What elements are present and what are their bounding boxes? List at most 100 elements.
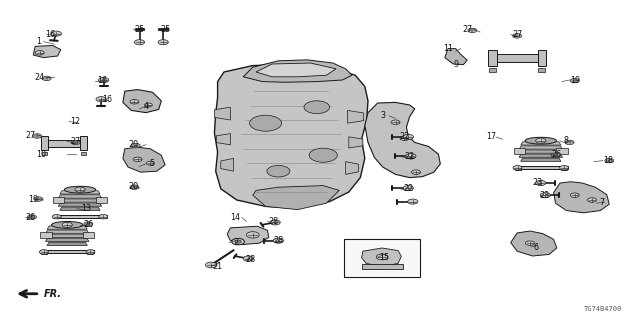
Polygon shape	[60, 207, 100, 210]
Text: 3: 3	[380, 111, 385, 120]
Circle shape	[99, 77, 109, 83]
Polygon shape	[88, 250, 93, 254]
Circle shape	[96, 97, 106, 102]
Circle shape	[468, 28, 477, 33]
Polygon shape	[40, 232, 51, 238]
Text: 22: 22	[404, 152, 415, 161]
Circle shape	[525, 241, 534, 245]
Text: 27: 27	[512, 30, 522, 39]
Polygon shape	[96, 197, 107, 203]
Circle shape	[406, 155, 415, 159]
Polygon shape	[45, 230, 89, 233]
Polygon shape	[83, 232, 94, 238]
Polygon shape	[362, 248, 401, 267]
Circle shape	[147, 161, 154, 165]
Polygon shape	[33, 45, 61, 58]
Polygon shape	[362, 264, 403, 269]
Text: 23: 23	[539, 191, 549, 200]
Circle shape	[551, 153, 560, 157]
Text: 20: 20	[128, 182, 138, 191]
Text: 1: 1	[36, 37, 41, 46]
Text: 26: 26	[26, 213, 36, 222]
Polygon shape	[365, 102, 440, 178]
Text: 19: 19	[570, 76, 580, 84]
Text: 2: 2	[233, 238, 238, 247]
Bar	[344, 239, 420, 277]
Circle shape	[536, 180, 546, 186]
Circle shape	[130, 185, 139, 189]
Text: 26: 26	[552, 150, 562, 159]
Polygon shape	[519, 154, 563, 157]
Polygon shape	[538, 68, 545, 72]
Circle shape	[250, 115, 282, 131]
Circle shape	[51, 31, 61, 36]
Circle shape	[267, 165, 290, 177]
Circle shape	[130, 100, 139, 104]
Polygon shape	[511, 231, 557, 256]
Polygon shape	[514, 166, 568, 169]
Polygon shape	[53, 215, 107, 218]
Text: 16: 16	[97, 76, 108, 85]
Text: 8: 8	[564, 136, 569, 145]
Text: 28: 28	[269, 217, 279, 226]
Circle shape	[273, 238, 284, 243]
Text: 22: 22	[399, 132, 410, 141]
Polygon shape	[489, 68, 496, 72]
Polygon shape	[41, 136, 87, 150]
Polygon shape	[221, 158, 234, 171]
Circle shape	[235, 240, 241, 243]
Circle shape	[540, 193, 550, 198]
Polygon shape	[554, 182, 609, 213]
Circle shape	[35, 51, 44, 55]
Text: 28: 28	[246, 255, 256, 264]
Circle shape	[304, 101, 330, 114]
Polygon shape	[561, 166, 567, 170]
Text: 11: 11	[443, 44, 453, 53]
Circle shape	[309, 148, 337, 162]
Polygon shape	[349, 137, 363, 148]
Text: TG74B4700: TG74B4700	[584, 306, 622, 312]
Text: 4: 4	[143, 102, 148, 111]
Polygon shape	[41, 250, 47, 254]
Circle shape	[158, 40, 168, 45]
Polygon shape	[53, 197, 65, 203]
Circle shape	[270, 220, 280, 225]
Text: 27: 27	[462, 25, 472, 34]
Polygon shape	[58, 195, 102, 198]
Circle shape	[62, 222, 72, 228]
Text: 5: 5	[150, 159, 155, 168]
Circle shape	[71, 140, 80, 145]
Text: 27: 27	[26, 131, 36, 140]
Circle shape	[133, 157, 142, 162]
Circle shape	[412, 170, 420, 174]
Text: 15: 15	[379, 253, 389, 262]
Text: 6: 6	[534, 243, 539, 252]
Polygon shape	[45, 238, 89, 242]
Polygon shape	[519, 146, 563, 149]
Circle shape	[408, 199, 418, 204]
Circle shape	[513, 34, 522, 38]
Circle shape	[565, 140, 574, 145]
Text: 21: 21	[212, 262, 223, 271]
Polygon shape	[521, 158, 561, 161]
Polygon shape	[58, 203, 102, 206]
Circle shape	[145, 103, 152, 107]
Circle shape	[40, 250, 49, 254]
Polygon shape	[47, 226, 87, 229]
Circle shape	[605, 158, 614, 163]
Text: FR.: FR.	[44, 289, 61, 299]
Polygon shape	[521, 142, 561, 145]
Circle shape	[42, 76, 51, 81]
Text: 17: 17	[486, 132, 497, 141]
Text: 7: 7	[599, 198, 604, 207]
Text: 18: 18	[603, 156, 613, 165]
Circle shape	[403, 134, 413, 140]
Polygon shape	[54, 215, 60, 219]
Circle shape	[84, 222, 93, 226]
Polygon shape	[123, 147, 165, 172]
Polygon shape	[214, 107, 230, 120]
Text: 23: 23	[532, 178, 543, 187]
Circle shape	[86, 250, 95, 254]
Polygon shape	[256, 63, 336, 77]
Circle shape	[376, 254, 388, 260]
